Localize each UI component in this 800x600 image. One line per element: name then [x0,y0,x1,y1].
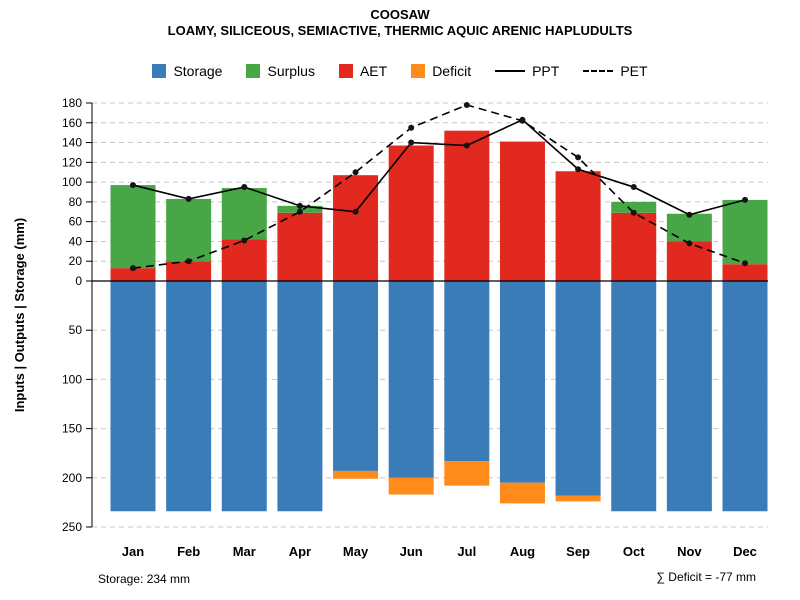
svg-text:200: 200 [62,471,82,485]
svg-text:Jan: Jan [122,544,144,559]
svg-text:0: 0 [75,274,82,288]
legend-item-aet: AET [338,63,388,79]
svg-text:Oct: Oct [623,544,645,559]
svg-text:Aug: Aug [510,544,535,559]
svg-text:Feb: Feb [177,544,200,559]
svg-text:150: 150 [62,422,82,436]
legend-label: PET [620,63,648,79]
legend-label: AET [359,63,388,79]
legend-item-pet: PET [583,63,648,79]
legend-item-ppt: PPT [495,63,559,79]
svg-text:100: 100 [62,372,82,386]
legend: Storage Surplus AET Deficit PPT PET [0,63,800,79]
svg-text:Apr: Apr [289,544,311,559]
svg-text:Dec: Dec [733,544,757,559]
legend-item-deficit: Deficit [411,63,471,79]
legend-label: PPT [532,63,560,79]
chart-title: COOSAW [370,7,430,22]
legend-item-surplus: Surplus [246,63,315,79]
x-axis-labels: Jan Feb Mar Apr May Jun Jul Aug Sep Oct Nov Dec [122,544,757,559]
ppt-line [130,116,748,218]
legend-label: Deficit [432,63,472,79]
svg-text:Jul: Jul [457,544,476,559]
legend-item-storage: Storage [152,63,222,79]
svg-text:Sep: Sep [566,544,590,559]
storage-total-label: Storage: 234 mm [98,572,191,586]
deficit-legend-swatch [411,64,426,78]
svg-text:180: 180 [62,96,82,110]
aet-legend-swatch [338,64,353,78]
svg-text:160: 160 [62,116,82,130]
y-axis: 0 20 40 60 80 100 120 140 160 180 50 100 150 200 250 [62,96,93,534]
svg-text:250: 250 [62,520,82,534]
pet-line [130,101,748,272]
svg-text:120: 120 [62,155,82,169]
storage-legend-swatch [152,64,167,78]
svg-text:60: 60 [69,215,83,229]
svg-text:Inputs | Outputs | Storage (: Inputs | Outputs | Storage (mm) [12,218,27,412]
svg-text:40: 40 [69,234,83,248]
ppt-legend-swatch [495,70,526,72]
svg-text:20: 20 [69,254,83,268]
chart-subtitle: LOAMY, SILICEOUS, SEMIACTIVE, THERMIC AQ… [167,23,633,38]
svg-text:Jun: Jun [400,544,423,559]
svg-text:100: 100 [62,175,82,189]
svg-text:Nov: Nov [677,544,702,559]
svg-text:May: May [343,544,369,559]
legend-label: Surplus [267,63,315,79]
svg-text:80: 80 [69,195,83,209]
deficit-total-label: ∑ Deficit = -77 mm [656,570,756,584]
surplus-legend-swatch [246,64,261,78]
bars-group [110,130,768,512]
legend-label: Storage [173,63,223,79]
pet-legend-swatch [583,70,614,72]
svg-text:Mar: Mar [233,544,256,559]
y-axis-title: Inputs | Outputs | Storage (mm) [12,218,27,412]
svg-text:140: 140 [62,136,82,150]
svg-text:50: 50 [69,323,83,337]
